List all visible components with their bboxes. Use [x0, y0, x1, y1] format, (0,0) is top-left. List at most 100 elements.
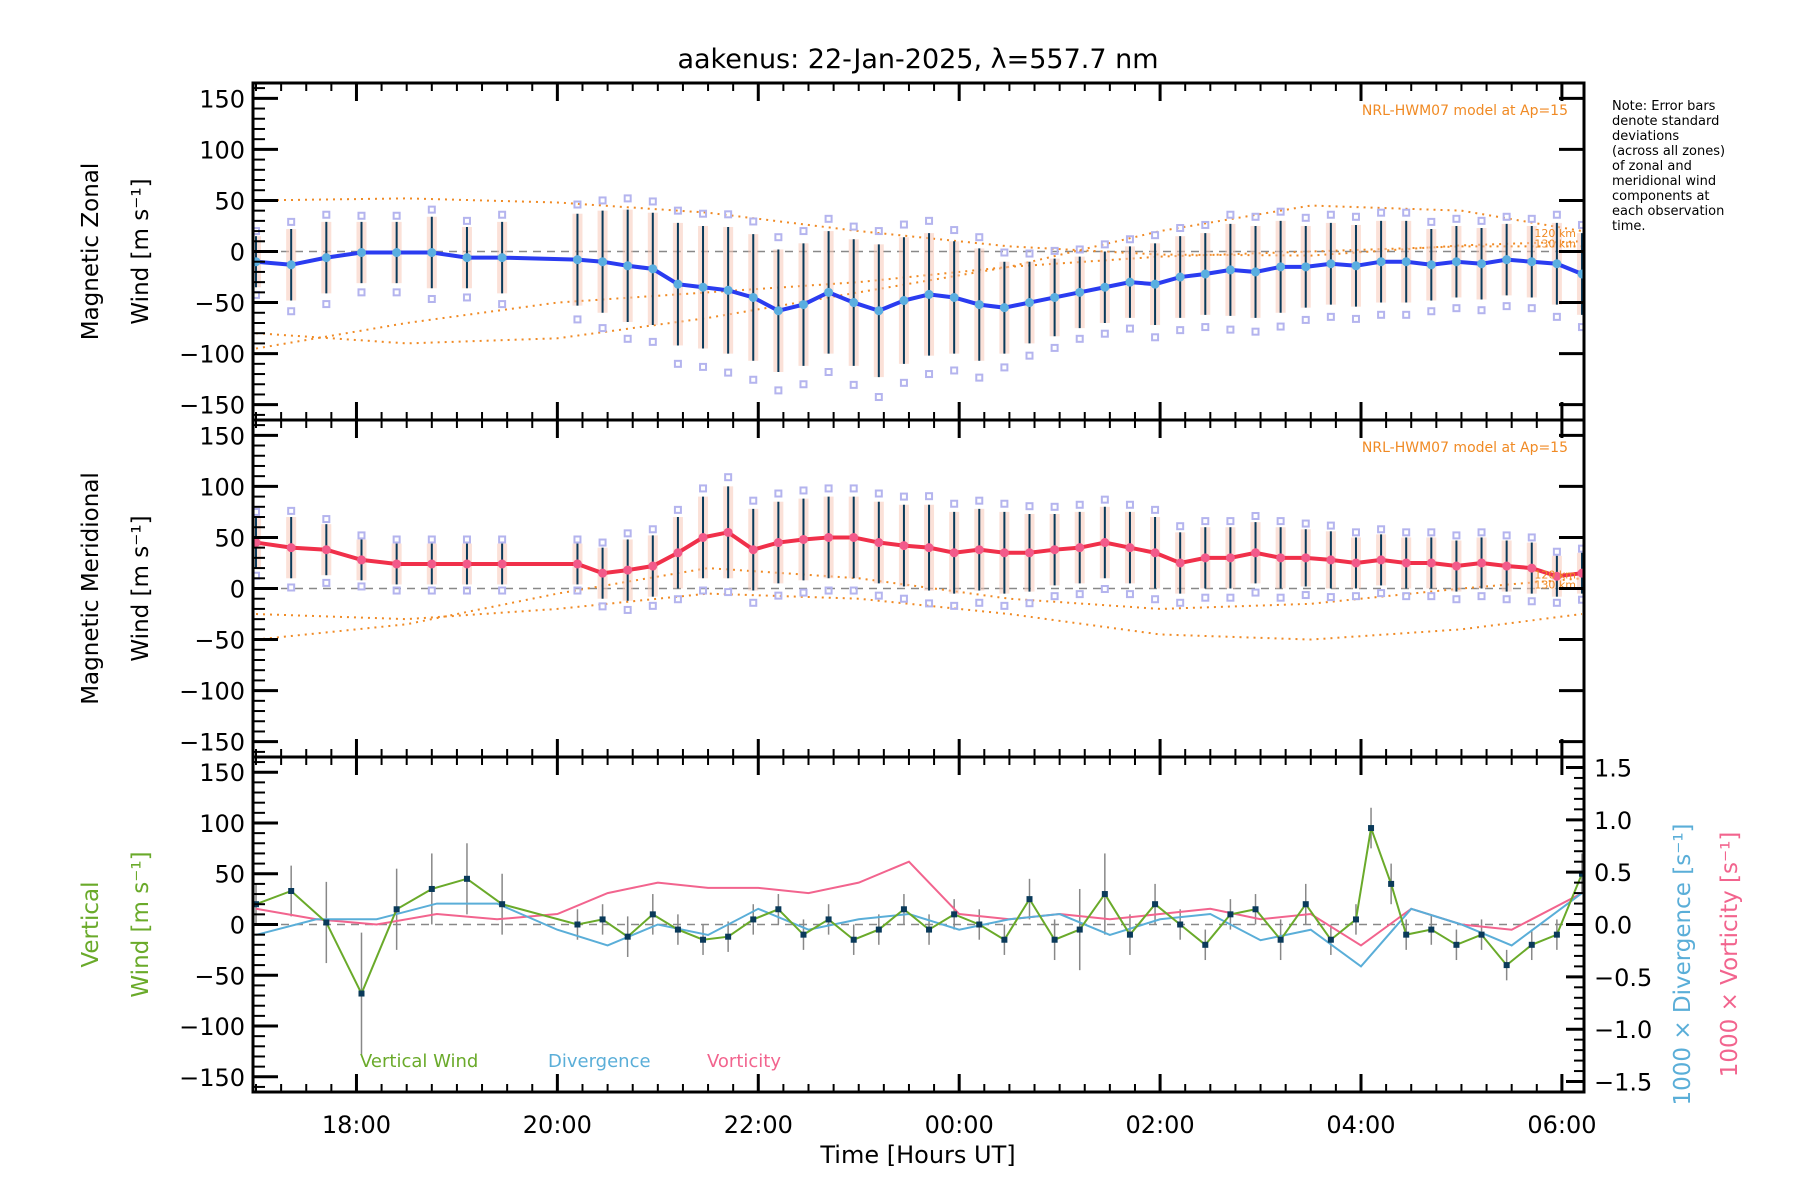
zone-point [799, 486, 808, 495]
zone-point [824, 484, 833, 493]
zone-point [673, 505, 682, 514]
zone-point [1427, 528, 1436, 537]
zone-point [1377, 208, 1386, 217]
data-point [798, 300, 808, 310]
zone-point [749, 217, 758, 226]
note-line: components at [1612, 189, 1710, 204]
legend-vorticity: Vorticity [707, 1051, 781, 1072]
data-point [850, 936, 857, 943]
data-point [1503, 962, 1510, 969]
zone-point [1527, 214, 1536, 223]
data-point [623, 261, 633, 271]
zone-point [1402, 592, 1411, 601]
data-point [1428, 926, 1435, 933]
data-point [1401, 558, 1411, 568]
data-point [976, 921, 983, 928]
zone-point [322, 578, 331, 587]
plot-area-meridional [253, 473, 1584, 641]
zone-point [1100, 495, 1109, 504]
zone-point [1552, 598, 1561, 607]
data-point [286, 543, 296, 553]
data-point [874, 306, 884, 316]
data-point [497, 253, 507, 263]
zone-point [1276, 517, 1285, 526]
data-point [1477, 259, 1487, 269]
zone-point [1251, 511, 1260, 520]
zone-point [623, 605, 632, 614]
zone-point [925, 370, 934, 379]
y-tick-label: 100 [199, 810, 245, 838]
zone-point [1251, 212, 1260, 221]
zone-point [498, 210, 507, 219]
zone-point [1326, 521, 1335, 530]
zone-point [498, 586, 507, 595]
y-tick-label: 100 [199, 136, 245, 164]
data-point [725, 933, 732, 940]
x-tick-label: 22:00 [724, 1111, 793, 1139]
data-point [700, 936, 707, 943]
zone-point [1025, 599, 1034, 608]
zone-point [1201, 593, 1210, 602]
data-point [499, 901, 506, 908]
data-point [773, 306, 783, 316]
zone-point [925, 492, 934, 501]
panel-vertical: 1.5 1.0 0.5 0.0 −0.5 −1.0 −1.5 1000 × Divergenc… [78, 754, 1743, 1105]
y-tick-label: −100 [179, 678, 245, 706]
zone-point [1075, 500, 1084, 509]
zone-point [849, 484, 858, 493]
data-point [392, 559, 402, 569]
data-point [949, 548, 959, 558]
y-tick-label: 0 [230, 912, 245, 940]
data-point [574, 921, 581, 928]
zone-point [1176, 598, 1185, 607]
legend-divergence: Divergence [548, 1051, 651, 1072]
zone-point [799, 380, 808, 389]
data-point [1368, 825, 1375, 832]
zone-point [1351, 314, 1360, 323]
data-point [1075, 543, 1085, 553]
plot-area-zonal [253, 194, 1584, 402]
zone-point [774, 489, 783, 498]
data-point [1227, 911, 1234, 918]
zone-point [1151, 595, 1160, 604]
data-point [1552, 259, 1562, 269]
zone-point [1552, 547, 1561, 556]
zone-point [1025, 249, 1034, 258]
zone-point [1050, 246, 1059, 255]
x-tick-label: 06:00 [1527, 1111, 1596, 1139]
y-tick-label: 100 [199, 473, 245, 501]
data-point [1225, 265, 1235, 275]
zone-point [749, 496, 758, 505]
zone-point [1301, 519, 1310, 528]
model-km-label: 120 km [1534, 568, 1576, 581]
zone-point [1527, 597, 1536, 606]
zone-point [1276, 207, 1285, 216]
data-point [598, 568, 608, 578]
zone-point [427, 205, 436, 214]
zone-point [392, 211, 401, 220]
data-point [1578, 870, 1584, 877]
zone-point [1050, 592, 1059, 601]
y-axis-label-line2: Wind [m s⁻¹] [128, 178, 154, 324]
zone-point [1301, 213, 1310, 222]
zone-point [462, 535, 471, 544]
zone-point [498, 300, 507, 309]
zone-point [1452, 214, 1461, 223]
zone-point [573, 586, 582, 595]
data-point [1252, 906, 1259, 913]
zone-point [950, 226, 959, 235]
zone-point [287, 217, 296, 226]
zone-point [849, 380, 858, 389]
data-point [463, 875, 470, 882]
data-point [698, 532, 708, 542]
data-point [1451, 561, 1461, 571]
data-point [321, 253, 331, 263]
data-point [1502, 561, 1512, 571]
data-point [900, 906, 907, 913]
data-point [1453, 941, 1460, 948]
zone-point [1201, 517, 1210, 526]
zone-point [1125, 500, 1134, 509]
zone-point [623, 529, 632, 538]
data-point [1177, 921, 1184, 928]
